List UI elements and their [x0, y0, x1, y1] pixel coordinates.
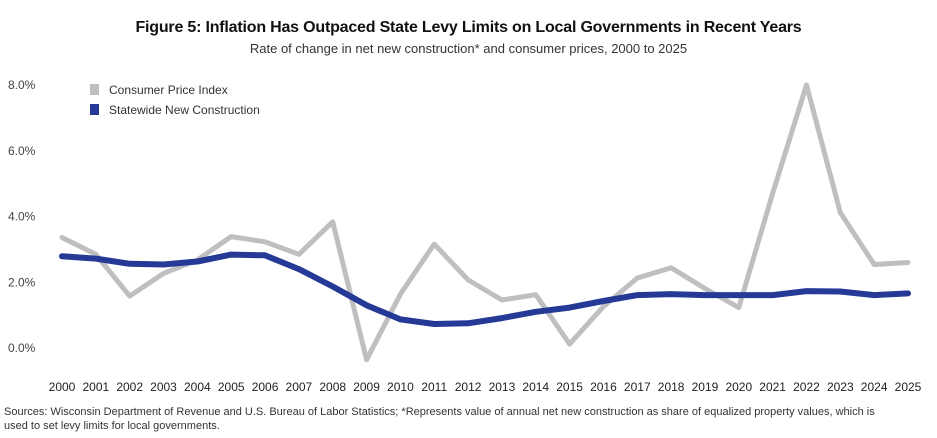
x-tick-label: 2011	[421, 380, 447, 394]
x-tick-label: 2005	[218, 380, 245, 394]
x-tick-label: 2022	[793, 380, 820, 394]
y-tick-label: 4.0%	[8, 210, 36, 224]
y-tick-label: 6.0%	[8, 144, 36, 158]
x-tick-label: 2004	[184, 380, 211, 394]
x-tick-label: 2023	[827, 380, 854, 394]
cpi-line	[59, 82, 911, 363]
source-note: Sources: Wisconsin Department of Revenue…	[4, 405, 934, 433]
source-line-1: Sources: Wisconsin Department of Revenue…	[4, 406, 875, 418]
x-tick-label: 2024	[861, 380, 888, 394]
x-tick-label: 2003	[150, 380, 177, 394]
legend: Consumer Price Index Statewide New Const…	[90, 83, 260, 117]
x-tick-label: 2019	[692, 380, 719, 394]
x-tick-label: 2012	[455, 380, 482, 394]
legend-label-construction: Statewide New Construction	[109, 103, 260, 117]
x-tick-label: 2015	[556, 380, 583, 394]
y-tick-label: 8.0%	[8, 78, 36, 92]
x-tick-label: 2010	[387, 380, 414, 394]
x-tick-label: 2002	[116, 380, 143, 394]
x-tick-label: 2025	[895, 380, 922, 394]
x-axis: 2000 2001 2002 2003 2004 2005 2006 2007 2008 2009…	[49, 380, 922, 394]
x-tick-label: 2009	[353, 380, 380, 394]
x-tick-label: 2013	[489, 380, 516, 394]
x-tick-label: 2016	[590, 380, 617, 394]
y-tick-label: 0.0%	[8, 341, 36, 355]
x-tick-label: 2020	[725, 380, 752, 394]
legend-swatch-construction	[90, 104, 99, 115]
chart-title: Figure 5: Inflation Has Outpaced State L…	[135, 19, 802, 36]
legend-swatch-cpi	[90, 84, 99, 95]
x-tick-label: 2000	[49, 380, 76, 394]
y-axis: 0.0% 2.0% 4.0% 6.0% 8.0%	[8, 78, 36, 355]
x-tick-label: 2008	[319, 380, 346, 394]
x-tick-label: 2014	[522, 380, 549, 394]
y-tick-label: 2.0%	[8, 275, 36, 289]
source-line-2: used to set levy limits for local govern…	[4, 420, 220, 432]
chart-subtitle: Rate of change in net new construction* …	[249, 41, 688, 56]
x-tick-label: 2007	[286, 380, 313, 394]
x-tick-label: 2006	[252, 380, 279, 394]
x-tick-label: 2001	[82, 380, 109, 394]
series-lines	[59, 82, 911, 363]
legend-label-cpi: Consumer Price Index	[109, 83, 228, 97]
x-tick-label: 2017	[624, 380, 651, 394]
construction-line	[59, 251, 911, 327]
x-tick-label: 2021	[759, 380, 786, 394]
x-tick-label: 2018	[658, 380, 685, 394]
